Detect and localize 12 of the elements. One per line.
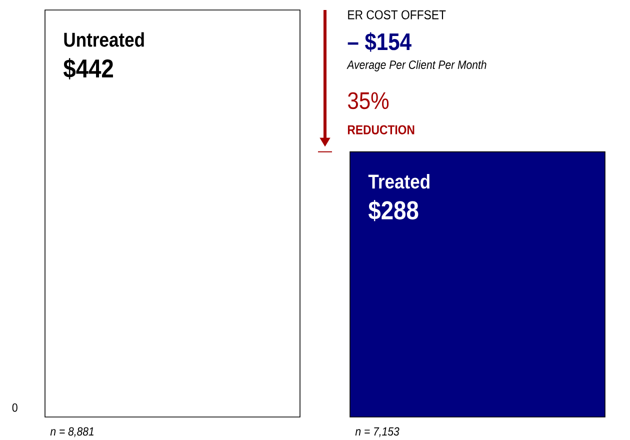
annotation: ER COST OFFSET [348,10,446,20]
annotation: – $154 [348,32,412,52]
x-tick-label: Treated [368,174,430,189]
data-label: $288 [368,200,418,222]
text: n = 8,881 [50,427,94,438]
text: 0 [12,403,18,412]
text: n = 7,153 [355,427,400,438]
annotation: REDUCTION [348,125,414,134]
annotation: 35% [348,92,389,110]
x-tick-label: Untreated [64,32,144,47]
annotation: Average Per Client Per Month [346,60,486,72]
data-label: $442 [63,58,113,80]
